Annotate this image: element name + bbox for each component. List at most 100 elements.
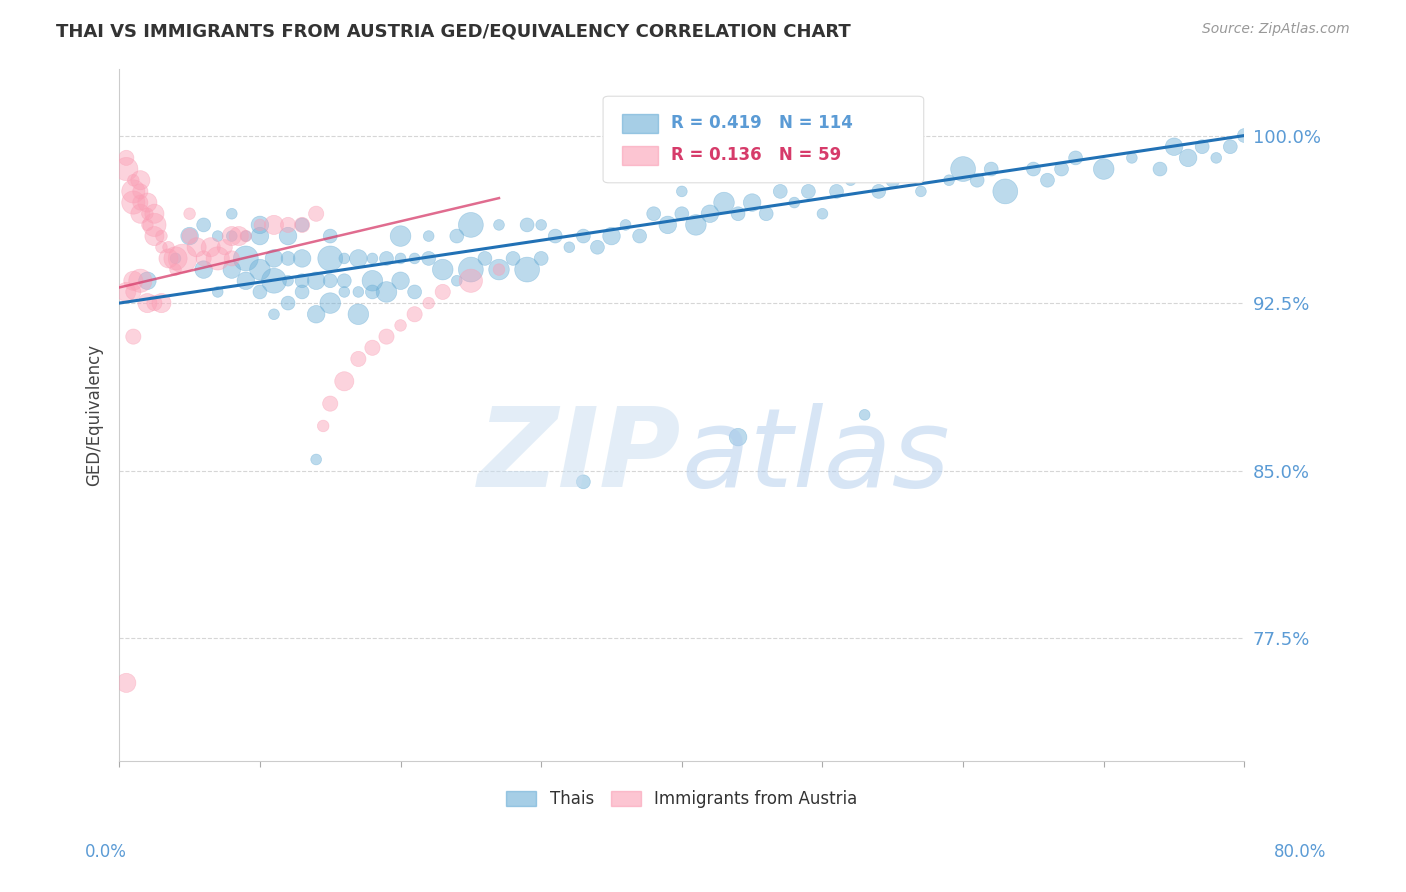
Point — [671, 207, 693, 221]
Point — [115, 162, 138, 177]
Point — [488, 262, 510, 277]
Point — [122, 195, 145, 210]
Point — [319, 229, 342, 244]
Point — [1177, 151, 1199, 165]
Point — [502, 252, 524, 266]
Point — [544, 229, 567, 244]
Point — [980, 162, 1002, 177]
Point — [446, 229, 468, 244]
Y-axis label: GED/Equivalency: GED/Equivalency — [86, 343, 103, 486]
Point — [291, 252, 314, 266]
Point — [136, 274, 159, 288]
Point — [277, 252, 299, 266]
Point — [797, 185, 820, 199]
Point — [136, 296, 159, 310]
Point — [347, 351, 370, 366]
Point — [333, 252, 356, 266]
Point — [214, 240, 236, 254]
Point — [418, 252, 440, 266]
Point — [404, 285, 426, 299]
Point — [530, 218, 553, 232]
Point — [235, 252, 257, 266]
Point — [1191, 139, 1213, 153]
Point — [235, 229, 257, 244]
Point — [474, 252, 496, 266]
Point — [375, 285, 398, 299]
Point — [558, 240, 581, 254]
Point — [488, 218, 510, 232]
Point — [614, 218, 637, 232]
Legend: Thais, Immigrants from Austria: Thais, Immigrants from Austria — [499, 784, 863, 815]
Point — [333, 374, 356, 388]
Point — [755, 207, 778, 221]
Point — [361, 341, 384, 355]
Point — [165, 252, 187, 266]
Point — [263, 274, 285, 288]
Point — [460, 262, 482, 277]
Point — [460, 274, 482, 288]
Point — [193, 218, 215, 232]
Point — [115, 151, 138, 165]
Point — [228, 229, 250, 244]
Point — [136, 207, 159, 221]
Point — [727, 207, 749, 221]
Point — [115, 285, 138, 299]
Point — [291, 218, 314, 232]
Point — [488, 262, 510, 277]
Point — [839, 173, 862, 187]
Point — [291, 218, 314, 232]
Point — [1121, 151, 1143, 165]
Point — [235, 229, 257, 244]
Point — [389, 274, 412, 288]
Point — [389, 229, 412, 244]
Point — [249, 218, 271, 232]
Point — [129, 274, 152, 288]
Point — [600, 229, 623, 244]
Point — [994, 185, 1017, 199]
Point — [572, 475, 595, 489]
Point — [312, 419, 335, 434]
Point — [263, 307, 285, 321]
Point — [586, 240, 609, 254]
Bar — [623, 113, 658, 133]
Point — [418, 296, 440, 310]
Point — [389, 318, 412, 333]
Point — [811, 207, 834, 221]
Point — [1233, 128, 1256, 143]
Point — [150, 229, 173, 244]
Point — [179, 207, 201, 221]
Point — [347, 252, 370, 266]
Point — [249, 229, 271, 244]
Point — [129, 185, 152, 199]
Point — [221, 229, 243, 244]
Point — [150, 240, 173, 254]
Text: R = 0.419   N = 114: R = 0.419 N = 114 — [671, 113, 852, 131]
Point — [186, 240, 208, 254]
Point — [418, 229, 440, 244]
Point — [207, 252, 229, 266]
Point — [1022, 162, 1045, 177]
Point — [129, 207, 152, 221]
Point — [1205, 151, 1227, 165]
Point — [193, 262, 215, 277]
Point — [249, 285, 271, 299]
Point — [122, 185, 145, 199]
Point — [319, 296, 342, 310]
Point — [150, 296, 173, 310]
Point — [868, 185, 890, 199]
Point — [741, 195, 763, 210]
Point — [1092, 162, 1115, 177]
Point — [319, 252, 342, 266]
Text: Source: ZipAtlas.com: Source: ZipAtlas.com — [1202, 22, 1350, 37]
Text: THAI VS IMMIGRANTS FROM AUSTRIA GED/EQUIVALENCY CORRELATION CHART: THAI VS IMMIGRANTS FROM AUSTRIA GED/EQUI… — [56, 22, 851, 40]
Point — [361, 285, 384, 299]
Text: 0.0%: 0.0% — [84, 843, 127, 861]
Point — [882, 173, 904, 187]
Point — [825, 185, 848, 199]
Point — [122, 173, 145, 187]
Point — [143, 218, 166, 232]
Point — [853, 408, 876, 422]
FancyBboxPatch shape — [603, 96, 924, 183]
Point — [263, 218, 285, 232]
Point — [221, 207, 243, 221]
